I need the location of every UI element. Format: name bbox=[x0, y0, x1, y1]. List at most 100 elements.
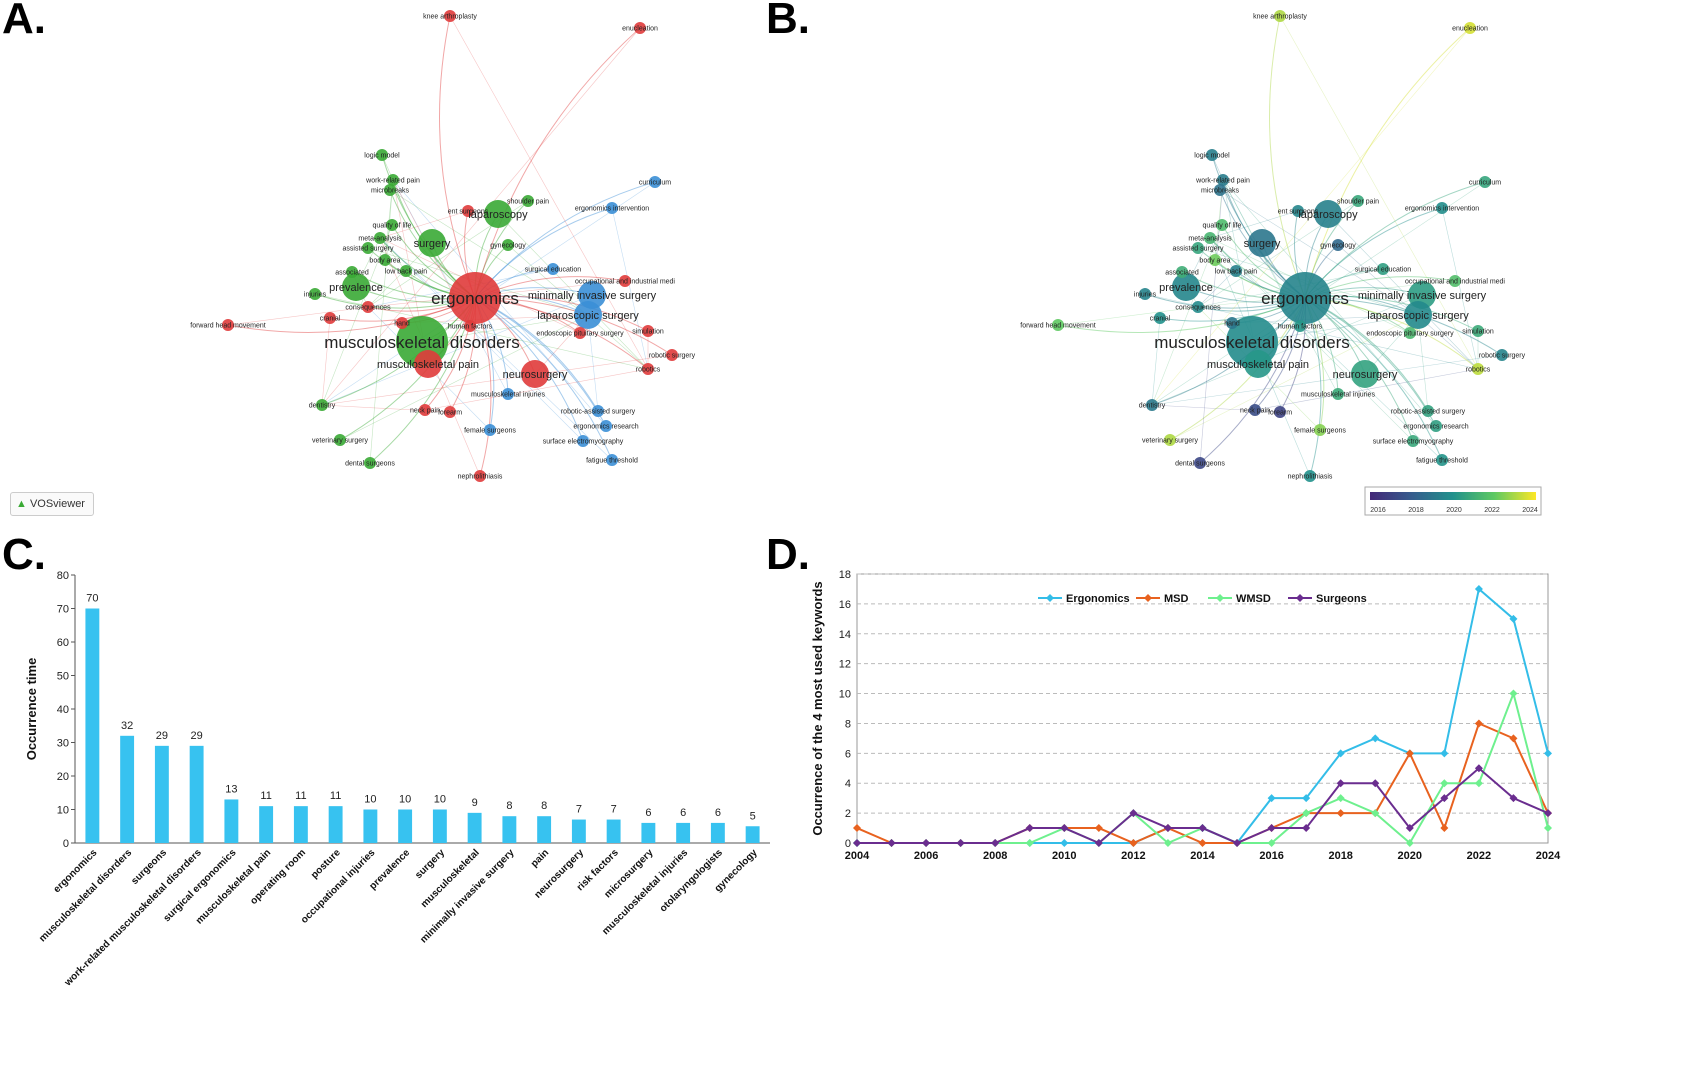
cluster-map-node-laparoscopy bbox=[484, 200, 512, 228]
overlay-map-label-veterinary-surgery: veterinary surgery bbox=[1142, 437, 1199, 444]
overlay-map-label-shoulder-pain: shoulder pain bbox=[1337, 198, 1379, 205]
cluster-map-node-occupational-and-industrial-medi bbox=[619, 275, 631, 287]
series-point-msd-2021 bbox=[1440, 824, 1449, 833]
cluster-map-node-curriculum bbox=[649, 176, 661, 188]
cluster-map-link-ent-surgeons bbox=[379, 210, 469, 239]
year-legend-tick-2018: 2018 bbox=[1408, 507, 1424, 514]
overlay-map-node-curriculum bbox=[1479, 176, 1491, 188]
bar-y-axis-label: Occurrence time bbox=[24, 658, 39, 761]
line-y-tick-6: 6 bbox=[845, 748, 851, 760]
cluster-map-label-knee-arthroplasty: knee arthroplasty bbox=[423, 13, 477, 20]
line-x-tick-2010: 2010 bbox=[1052, 850, 1076, 862]
overlay-map-node-microbreaks bbox=[1214, 184, 1226, 196]
cluster-map-label-quality-of-life: quality of life bbox=[373, 222, 412, 229]
line-x-tick-2016: 2016 bbox=[1259, 850, 1283, 862]
overlay-map-label-laparoscopy: laparoscopy bbox=[1298, 209, 1358, 221]
overlay-map-node-laparoscopic-surgery bbox=[1404, 301, 1432, 329]
legend-label-ergonomics: Ergonomics bbox=[1066, 593, 1130, 605]
cluster-map-link-ergonomics-intervention bbox=[611, 207, 649, 370]
overlay-map-link-forward-head-movement bbox=[1057, 306, 1199, 326]
overlay-map-label-laparoscopic-surgery: laparoscopic surgery bbox=[1367, 310, 1469, 322]
cluster-map-node-ergonomics bbox=[449, 272, 501, 324]
year-legend-tick-2020: 2020 bbox=[1446, 507, 1462, 514]
cluster-map-node-laparoscopic-surgery bbox=[574, 301, 602, 329]
line-y-tick-10: 10 bbox=[839, 689, 851, 701]
cluster-map-label-ent-surgeons: ent surgeons bbox=[448, 208, 489, 215]
cluster-map-label-female-surgeons: female surgeons bbox=[464, 427, 516, 434]
overlay-map-link-fatigue-threshold bbox=[1209, 237, 1443, 461]
bar-value-risk-factors: 7 bbox=[611, 804, 617, 816]
bar-y-tick-30: 30 bbox=[57, 738, 69, 750]
cluster-map-link-veterinary-surgery bbox=[339, 314, 589, 441]
overlay-map-label-cranial: cranial bbox=[1150, 315, 1171, 322]
overlay-map-label-curriculum: curriculum bbox=[1469, 179, 1501, 186]
bar-otolaryngologists bbox=[710, 822, 725, 843]
cluster-map-label-low-back-pain: low back pain bbox=[385, 268, 428, 275]
series-point-wmsd-2021 bbox=[1440, 779, 1449, 788]
overlay-map-label-dental-surgeons: dental surgeons bbox=[1175, 460, 1225, 467]
overlay-map-edge-knee-arthroplasty bbox=[1269, 15, 1306, 299]
line-x-tick-2004: 2004 bbox=[845, 850, 870, 862]
cluster-map-label-surgical-education: surgical education bbox=[525, 266, 582, 273]
cluster-map-link-cranial bbox=[321, 317, 331, 406]
overlay-map-node-musculoskeletal-injuries bbox=[1332, 388, 1344, 400]
overlay-map-label-forward-head-movement: forward head movement bbox=[1020, 322, 1096, 329]
overlay-map-node-dental-surgeons bbox=[1194, 457, 1206, 469]
network-cluster-map: ergonomics musculoskeletal disorders muscu… bbox=[190, 10, 696, 482]
overlay-map-link-musculoskeletal-injuries bbox=[1222, 179, 1339, 395]
overlay-map-node-logic-model bbox=[1206, 149, 1218, 161]
bar-y-tick-50: 50 bbox=[57, 671, 69, 683]
overlay-map-node-cranial bbox=[1154, 312, 1166, 324]
cluster-map-node-musculoskeletal-pain bbox=[414, 350, 442, 378]
cluster-map-edge-fatigue-threshold bbox=[474, 297, 613, 461]
cluster-map-label-shoulder-pain: shoulder pain bbox=[507, 198, 549, 205]
network-overlay-map: ergonomics musculoskeletal disorders muscu… bbox=[1020, 10, 1542, 516]
cluster-map-label-logic-model: logic model bbox=[364, 152, 400, 159]
overlay-map-label-knee-arthroplasty: knee arthroplasty bbox=[1253, 13, 1307, 20]
bar-category-pain: pain bbox=[529, 847, 551, 869]
cluster-map-node-ergonomics-research bbox=[600, 420, 612, 432]
overlay-map-link-minimally-invasive-surgery bbox=[1151, 294, 1423, 406]
cluster-map-label-ergonomics-research: ergonomics research bbox=[573, 423, 638, 430]
bar-value-minimally-invasive-surgery: 8 bbox=[506, 800, 512, 812]
bar-y-tick-0: 0 bbox=[63, 838, 69, 850]
cluster-map-label-forearm: forearm bbox=[438, 409, 462, 416]
cluster-map-node-low-back-pain bbox=[400, 265, 412, 277]
series-point-ergonomics-2022 bbox=[1474, 584, 1483, 593]
overlay-map-link-surface-electromyography bbox=[1209, 237, 1414, 442]
overlay-map-node-endoscopic-pituitary-surgery bbox=[1404, 327, 1416, 339]
bar-work-related-musculoskeletal-disorders bbox=[189, 745, 204, 843]
overlay-map-link-quality-of-life bbox=[1151, 224, 1223, 406]
cluster-map-link-quality-of-life bbox=[321, 224, 393, 406]
overlay-map-node-assisted-surgery bbox=[1192, 242, 1204, 254]
cluster-map-labels: ergonomics musculoskeletal disorders muscu… bbox=[190, 13, 695, 480]
overlay-map-node-gynecology bbox=[1332, 239, 1344, 251]
series-point-msd-2014 bbox=[1198, 839, 1207, 847]
series-point-wmsd-2009 bbox=[1025, 839, 1034, 847]
bar-ergonomics bbox=[85, 608, 100, 843]
overlay-map-label-gynecology: gynecology bbox=[1320, 242, 1356, 249]
overlay-map-label-musculoskeletal-disorders: musculoskeletal disorders bbox=[1154, 333, 1350, 352]
series-line-wmsd bbox=[857, 690, 1549, 845]
bar-minimally-invasive-surgery bbox=[502, 816, 517, 843]
overlay-map-label-dentistry: dentistry bbox=[1139, 402, 1166, 409]
series-point-surgeons-2024 bbox=[1544, 809, 1552, 818]
overlay-map-node-robotic-surgery bbox=[1496, 349, 1508, 361]
cluster-map-node-injuries bbox=[309, 288, 321, 300]
cluster-map-link-microbreaks bbox=[389, 189, 589, 316]
cluster-map-label-work-related-pain: work-related pain bbox=[365, 177, 420, 184]
cluster-map-node-work-related-pain bbox=[387, 174, 399, 186]
cluster-map-link-knee-arthroplasty bbox=[449, 15, 649, 370]
overlay-map-link-robotic-assisted-surgery bbox=[1417, 314, 1429, 412]
overlay-map-link-ent-surgeons bbox=[1209, 210, 1299, 239]
cluster-map-label-robotics: robotics bbox=[636, 366, 661, 373]
overlay-map-node-ergonomics-research bbox=[1430, 420, 1442, 432]
series-point-ergonomics-2017 bbox=[1302, 794, 1311, 803]
overlay-map-node-musculoskeletal-pain bbox=[1244, 350, 1272, 378]
overlay-map-node-veterinary-surgery bbox=[1164, 434, 1176, 446]
cluster-map-node-knee-arthroplasty bbox=[444, 10, 456, 22]
cluster-map-node-prevalence bbox=[342, 273, 370, 301]
line-x-tick-2018: 2018 bbox=[1328, 850, 1352, 862]
overlay-map-node-forearm bbox=[1274, 406, 1286, 418]
bar-y-tick-80: 80 bbox=[57, 570, 69, 582]
